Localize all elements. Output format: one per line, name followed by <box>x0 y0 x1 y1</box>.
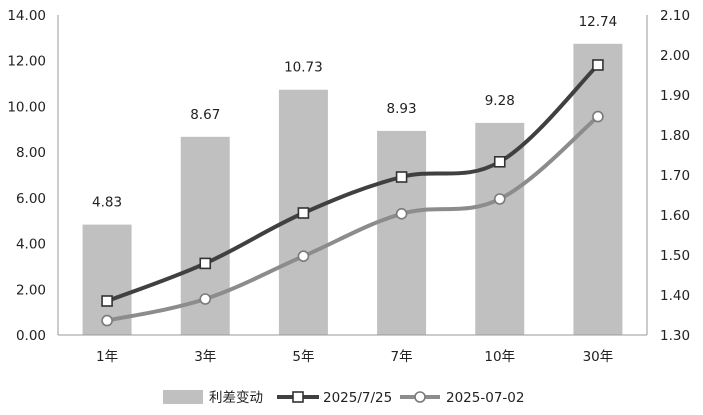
point-circle-4 <box>493 193 506 205</box>
y-left-tick-label: 14.00 <box>7 8 46 24</box>
bar-data-label: 9.28 <box>485 93 515 109</box>
point-circle-2 <box>297 250 310 263</box>
line-series <box>101 59 604 327</box>
x-tick-label: 3年 <box>194 349 216 365</box>
x-tick-label: 5年 <box>292 349 314 365</box>
y-right-tick-label: 1.80 <box>660 128 690 144</box>
y-right-tick-label: 1.40 <box>660 288 690 304</box>
y-right-tick-label: 2.10 <box>660 8 690 24</box>
y-right-tick-label: 1.50 <box>660 248 690 264</box>
bar-data-labels: 4.83 8.67 10.73 8.93 9.28 12.74 <box>92 14 617 211</box>
point-square-3 <box>395 171 408 183</box>
point-square-2 <box>297 207 310 219</box>
x-tick-label: 7年 <box>391 349 413 365</box>
point-circle-0 <box>101 314 113 327</box>
line-series-2025-07-02 <box>106 115 600 323</box>
y-left-tick-label: 0.00 <box>16 328 46 344</box>
point-circle-1 <box>199 293 212 305</box>
legend-swatch-bar <box>163 390 203 404</box>
point-circle-3 <box>395 208 408 220</box>
bar-5 <box>573 43 623 336</box>
y-left-tick-label: 12.00 <box>7 54 46 70</box>
point-square-4 <box>493 156 506 168</box>
point-square-5 <box>592 59 604 71</box>
legend: 利差变动 2025/7/25 2025-07-02 <box>163 390 524 406</box>
bar-3 <box>377 130 427 335</box>
y-left-tick-label: 10.00 <box>7 99 46 115</box>
y-right-tick-label: 1.90 <box>660 88 690 104</box>
legend-label: 2025/7/25 <box>323 390 392 406</box>
y-right-tick-label: 2.00 <box>660 48 690 64</box>
axes: 0.00 2.00 4.00 6.00 8.00 10.00 12.00 14.00 1.30 1… <box>7 8 690 365</box>
legend-label: 利差变动 <box>209 390 263 406</box>
y-right-tick-label: 1.30 <box>660 328 690 344</box>
y-left-tick-label: 6.00 <box>16 191 46 207</box>
bar-series <box>82 43 623 336</box>
bar-4 <box>475 122 525 335</box>
point-square-1 <box>199 257 212 270</box>
bar-data-label: 10.73 <box>284 60 323 76</box>
legend-label: 2025-07-02 <box>446 390 524 406</box>
legend-marker-square <box>292 391 304 403</box>
bar-data-label: 4.83 <box>92 195 122 211</box>
x-tick-label: 30年 <box>583 349 614 365</box>
bar-data-label: 8.67 <box>190 107 220 123</box>
point-circle-5 <box>592 110 604 123</box>
x-tick-label: 10年 <box>484 349 515 365</box>
legend-marker-circle <box>414 391 426 403</box>
point-square-0 <box>101 295 113 307</box>
bar-data-label: 8.93 <box>387 101 417 117</box>
y-left-tick-label: 2.00 <box>16 282 46 298</box>
y-right-tick-label: 1.60 <box>660 208 690 224</box>
y-right-tick-label: 1.70 <box>660 168 690 184</box>
x-tick-label: 1年 <box>96 349 118 365</box>
line-series-2025-07-25 <box>106 63 600 303</box>
bar-data-label: 12.74 <box>579 14 618 30</box>
y-left-tick-label: 8.00 <box>16 145 46 161</box>
y-left-tick-label: 4.00 <box>16 237 46 253</box>
